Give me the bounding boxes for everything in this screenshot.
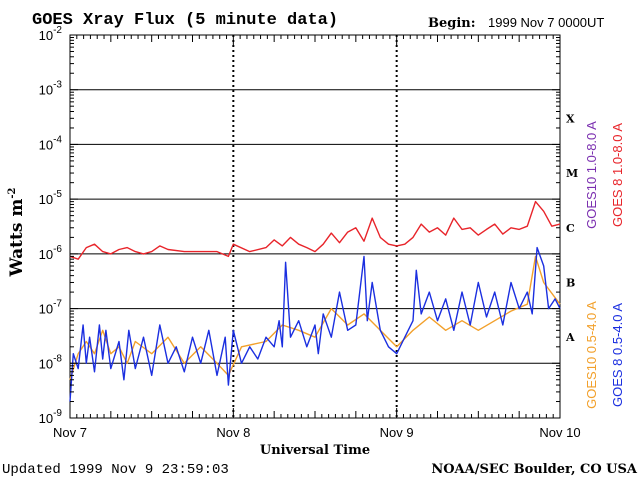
y-tick-label: 10-6 [39, 244, 63, 262]
y-tick-exponent: -2 [53, 25, 62, 36]
x-tick-label: Nov 10 [539, 425, 580, 440]
right-legend: GOES10 1.0-8.0 A GOES10 0.5-4.0 A GOES 8 1… [584, 121, 625, 409]
y-tick-exponent: -8 [53, 353, 62, 364]
updated-text: Updated 1999 Nov 9 23:59:03 [2, 462, 229, 478]
y-tick-label: 10-4 [39, 134, 63, 152]
flare-class-a: A [565, 331, 575, 344]
flare-class-b: B [566, 276, 575, 289]
legend-label-goes-8-0-5-4-0-a: GOES 8 0.5-4.0 A [610, 303, 625, 407]
y-tick-exponent: -9 [53, 408, 62, 419]
legend-entry: GOES10 0.5-4.0 A [584, 301, 599, 409]
y-tick-base: 10 [39, 302, 53, 317]
legend-label-goes10-1-0-8-0-a: GOES10 1.0-8.0 A [584, 121, 599, 229]
legend-entry: GOES10 1.0-8.0 A [584, 121, 599, 229]
x-axis-title: Universal Time [260, 443, 370, 458]
y-tick-exponent: -5 [53, 189, 62, 200]
y-tick-label: 10-7 [39, 299, 63, 317]
grid-layer [70, 35, 560, 418]
y-tick-exponent: -6 [53, 244, 62, 255]
legend-label-goes10-0-5-4-0-a: GOES10 0.5-4.0 A [584, 301, 599, 409]
y-axis-title: Watts m-2 [7, 187, 27, 277]
y-tick-label: 10-2 [39, 25, 63, 43]
y-tick-base: 10 [39, 83, 53, 98]
legend-label-goes-8-1-0-8-0-a: GOES 8 1.0-8.0 A [610, 123, 625, 227]
flare-class-m: M [566, 167, 578, 180]
begin-value: 1999 Nov 7 0000UT [488, 15, 604, 30]
x-tick-label: Nov 9 [380, 425, 414, 440]
flare-class-c: C [566, 222, 575, 235]
y-tick-base: 10 [39, 28, 53, 43]
y-tick-exponent: -3 [53, 80, 62, 91]
y-tick-label: 10-5 [39, 189, 63, 207]
y-tick-base: 10 [39, 137, 53, 152]
legend-entry: GOES 8 0.5-4.0 A [610, 303, 625, 407]
flare-class-x: X [566, 112, 575, 125]
credit-text: NOAA/SEC Boulder, CO USA [431, 462, 638, 477]
begin-label: Begin: [428, 16, 476, 31]
plot-frame [69, 34, 561, 419]
y-tick-label: 10-9 [39, 408, 63, 426]
svg-text:Watts m-2: Watts m-2 [7, 187, 27, 277]
series-goes-8-1-0-8-0-a [69, 200, 561, 260]
y-tick-base: 10 [39, 356, 53, 371]
series-layer [69, 200, 561, 402]
y-axis-title-text: Watts m [7, 199, 27, 278]
y-axis-title-exp: -2 [7, 187, 18, 198]
x-tick-label: Nov 7 [53, 425, 87, 440]
chart-title: GOES Xray Flux (5 minute data) [32, 11, 338, 30]
y-tick-exponent: -4 [53, 134, 62, 145]
series-goes10-0-5-4-0-a [69, 255, 561, 381]
y-tick-label: 10-3 [39, 80, 63, 98]
y-tick-label: 10-8 [39, 353, 63, 371]
legend-entry: GOES 8 1.0-8.0 A [610, 123, 625, 227]
x-tick-label: Nov 8 [216, 425, 250, 440]
y-tick-base: 10 [39, 247, 53, 262]
y-tick-base: 10 [39, 411, 53, 426]
series-goes-8-0-5-4-0-a [69, 246, 561, 402]
y-tick-base: 10 [39, 192, 53, 207]
y-tick-exponent: -7 [53, 299, 62, 310]
flare-class-layer: X M C B A [565, 112, 578, 344]
